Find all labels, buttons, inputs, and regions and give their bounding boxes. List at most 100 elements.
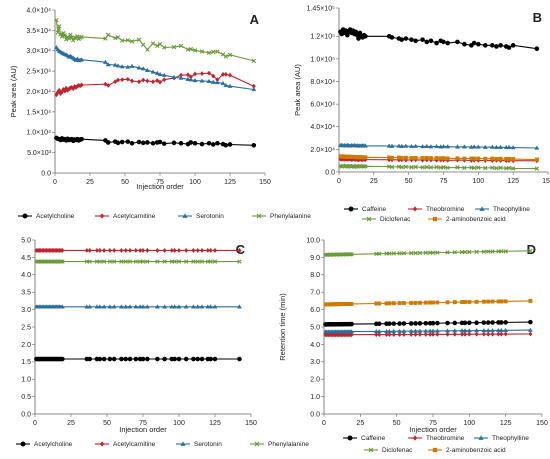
data-point <box>102 247 107 253</box>
legend-item: Theobromine <box>408 435 465 442</box>
data-point <box>199 356 205 362</box>
data-point <box>481 249 487 254</box>
data-point <box>498 144 504 149</box>
data-point <box>401 321 407 326</box>
data-point <box>423 300 428 305</box>
data-point <box>474 328 480 333</box>
data-point <box>162 304 168 309</box>
data-point <box>397 321 402 326</box>
data-point <box>127 356 133 362</box>
data-point <box>119 247 124 253</box>
data-point <box>199 49 205 54</box>
data-point <box>430 320 436 326</box>
data-point <box>349 329 355 334</box>
data-point <box>237 259 242 264</box>
data-point <box>178 43 184 49</box>
data-point <box>409 165 414 170</box>
legend-label: Acetylcholine <box>34 441 73 448</box>
data-point <box>64 37 69 42</box>
data-point <box>434 328 440 333</box>
data-point <box>486 299 491 304</box>
data-point <box>424 156 429 160</box>
data-point <box>452 320 458 326</box>
y-tick-label: 1.5×10⁴ <box>26 109 51 116</box>
data-point <box>441 165 446 170</box>
data-point <box>403 164 409 169</box>
data-point <box>481 299 486 304</box>
x-tick-label: 75 <box>139 420 147 427</box>
legend-item: Caffeine <box>344 206 386 213</box>
data-point <box>188 46 193 52</box>
data-point <box>387 251 392 256</box>
data-point <box>140 356 146 362</box>
data-point <box>178 140 184 146</box>
data-point <box>483 43 488 48</box>
y-tick-label: 6.0 <box>310 307 320 314</box>
data-point <box>428 38 434 44</box>
data-point <box>155 247 160 253</box>
data-point <box>162 77 167 83</box>
data-point <box>462 41 467 47</box>
data-point <box>188 140 194 145</box>
legend-label: Theobromine <box>426 435 465 442</box>
data-point <box>511 157 516 162</box>
data-point <box>97 247 102 253</box>
data-point <box>208 247 213 253</box>
data-point <box>454 144 460 149</box>
data-point <box>391 251 396 256</box>
series-diclofenac <box>323 248 533 257</box>
data-point <box>103 36 108 41</box>
data-point <box>474 249 479 255</box>
data-point <box>210 79 216 84</box>
data-point <box>215 49 220 54</box>
legend-marker <box>412 435 418 441</box>
data-point <box>528 248 533 253</box>
x-tick-label: 50 <box>121 179 129 186</box>
data-point <box>118 304 124 309</box>
data-point <box>169 304 175 309</box>
data-point <box>445 320 450 326</box>
data-point <box>409 143 414 149</box>
data-point <box>183 304 189 309</box>
data-point <box>413 321 418 326</box>
data-point <box>155 43 160 49</box>
y-tick-label: 4.0×10⁴ <box>310 124 335 131</box>
data-point <box>356 36 361 41</box>
y-axis-title: Peak area (AU) <box>9 65 18 117</box>
data-point <box>462 165 467 171</box>
legend-item: Diclofenac <box>362 216 411 223</box>
data-point <box>409 37 414 42</box>
y-tick-label: 1.5 <box>21 359 31 366</box>
data-point <box>79 82 84 88</box>
data-point <box>136 37 142 42</box>
legend-marker <box>180 441 186 446</box>
data-point <box>157 71 163 77</box>
data-point <box>498 156 503 161</box>
data-point <box>417 321 423 326</box>
data-point <box>461 144 467 149</box>
data-point <box>349 252 354 257</box>
panel-d: 0.0 1.0 2.0 3.0 4.0 5.0 6.0 7.0 8.0 9.0 10.0 0 25 50 7… <box>278 237 548 454</box>
x-tick-label: 125 <box>209 420 221 427</box>
data-point <box>403 155 408 160</box>
data-point <box>423 320 429 326</box>
data-point <box>140 304 146 309</box>
data-point <box>107 304 113 309</box>
data-point <box>403 143 409 148</box>
data-point <box>423 331 428 337</box>
data-point <box>199 141 205 147</box>
data-point <box>251 142 257 148</box>
data-point <box>176 356 182 362</box>
data-point <box>227 72 233 78</box>
data-point <box>212 304 218 309</box>
data-point <box>408 328 414 333</box>
data-point <box>430 331 436 337</box>
y-tick-label: 8.0 <box>310 272 320 279</box>
legend-label: Acetylcholine <box>36 213 75 220</box>
data-point <box>429 156 433 161</box>
y-tick-label: 2.5×10⁴ <box>26 69 51 76</box>
data-point <box>97 356 103 362</box>
data-point <box>483 156 488 161</box>
data-point <box>171 140 177 146</box>
